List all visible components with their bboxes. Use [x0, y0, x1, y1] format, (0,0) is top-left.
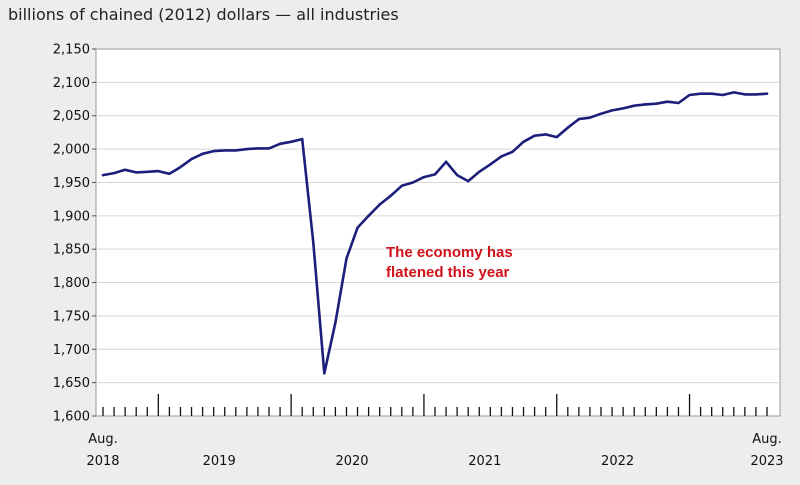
- data-point: [621, 107, 625, 110]
- y-tick-label: 1,750: [53, 309, 90, 324]
- data-point: [688, 93, 691, 97]
- data-point: [533, 134, 536, 137]
- data-point: [699, 92, 702, 95]
- data-point: [644, 103, 647, 106]
- data-point: [157, 169, 160, 173]
- y-tick-label: 2,000: [53, 143, 90, 158]
- data-point: [500, 155, 503, 158]
- data-point: [234, 149, 237, 152]
- data-point: [422, 175, 426, 179]
- data-point: [223, 149, 226, 152]
- annotation-line: The economy has: [386, 244, 513, 261]
- series-layer: [101, 91, 769, 375]
- data-point: [201, 152, 204, 155]
- data-point: [367, 214, 370, 218]
- x-year-label: 2019: [203, 454, 236, 469]
- y-tick-label: 1,600: [53, 410, 90, 425]
- data-point: [212, 149, 215, 153]
- data-point: [489, 163, 492, 166]
- data-point: [577, 117, 581, 121]
- data-point: [168, 172, 171, 175]
- grid-layer: [96, 81, 780, 384]
- plot-area: [95, 48, 781, 417]
- y-tick-label: 1,900: [53, 209, 90, 224]
- data-point: [135, 171, 138, 174]
- data-point: [544, 133, 547, 136]
- data-point: [389, 194, 392, 197]
- x-year-label: 2020: [335, 454, 368, 469]
- x-year-label: 2022: [601, 454, 634, 469]
- y-tick-label: 2,100: [53, 76, 90, 91]
- data-point: [356, 226, 359, 230]
- data-point: [467, 179, 470, 183]
- y-axis: 1,600 1,650 1,700 1,750 1,800 1,850 1,900 1,950…: [53, 43, 96, 425]
- data-point: [754, 93, 758, 96]
- x-year-label: 2021: [468, 454, 501, 469]
- data-point: [610, 109, 614, 112]
- data-point: [256, 147, 260, 150]
- data-point: [588, 116, 592, 119]
- y-tick-label: 1,800: [53, 276, 90, 291]
- data-point: [655, 102, 658, 105]
- data-point: [400, 184, 403, 187]
- x-start-month-label: Aug.: [88, 432, 118, 447]
- data-point: [278, 142, 282, 145]
- y-tick-label: 1,650: [53, 376, 90, 391]
- data-point: [633, 104, 636, 107]
- data-point: [378, 203, 381, 206]
- annotation: The economy has flatened this year: [386, 244, 513, 281]
- data-point: [245, 147, 249, 151]
- data-point: [323, 372, 326, 375]
- data-point: [444, 160, 448, 163]
- data-point: [555, 135, 558, 139]
- y-tick-label: 2,150: [53, 43, 90, 58]
- chart-subtitle: billions of chained (2012) dollars — all…: [8, 5, 399, 24]
- data-point: [455, 173, 459, 177]
- x-end-year-label: 2023: [750, 454, 783, 469]
- data-point: [190, 157, 193, 161]
- data-point: [710, 92, 713, 95]
- data-point: [123, 168, 127, 171]
- data-point: [146, 170, 149, 173]
- data-point: [334, 321, 337, 324]
- data-point: [732, 91, 735, 94]
- data-point: [743, 93, 747, 96]
- data-point: [411, 181, 415, 184]
- data-point: [666, 100, 669, 103]
- x-start-year-label: 2018: [86, 454, 119, 469]
- data-point: [289, 140, 293, 143]
- data-point: [179, 165, 182, 169]
- data-point: [566, 126, 569, 129]
- data-point: [101, 173, 105, 177]
- x-end-month-label: Aug.: [752, 432, 782, 447]
- y-tick-label: 1,700: [53, 343, 90, 358]
- data-point: [267, 147, 271, 150]
- data-point: [312, 241, 315, 244]
- data-point: [599, 112, 603, 115]
- data-point: [433, 173, 437, 176]
- y-tick-label: 1,950: [53, 176, 90, 191]
- data-point: [677, 101, 680, 105]
- annotation-line: flatened this year: [386, 264, 510, 281]
- y-tick-label: 2,050: [53, 109, 90, 124]
- data-point: [721, 93, 724, 97]
- data-point: [478, 170, 481, 173]
- data-point: [345, 257, 348, 260]
- data-point: [765, 92, 769, 95]
- x-axis: Aug. 2018 Aug. 2023 2019 2020 2021 2022: [86, 394, 784, 469]
- data-point: [511, 150, 514, 153]
- y-tick-label: 1,850: [53, 243, 90, 258]
- data-point: [522, 140, 525, 143]
- data-point: [301, 137, 304, 141]
- data-point: [112, 171, 116, 175]
